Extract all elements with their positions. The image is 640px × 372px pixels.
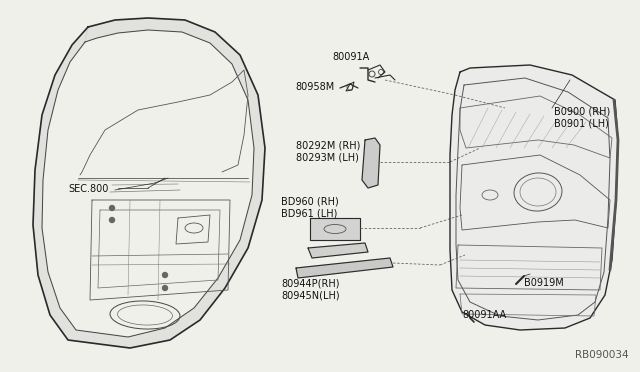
Text: 80091A: 80091A — [332, 52, 369, 62]
Circle shape — [163, 285, 168, 291]
Polygon shape — [308, 243, 368, 258]
Text: BD961 (LH): BD961 (LH) — [281, 208, 337, 218]
Polygon shape — [33, 18, 265, 348]
Text: B0919M: B0919M — [524, 278, 564, 288]
Polygon shape — [362, 138, 380, 188]
Circle shape — [109, 205, 115, 211]
Text: BD960 (RH): BD960 (RH) — [281, 196, 339, 206]
Polygon shape — [296, 258, 393, 278]
Polygon shape — [310, 218, 360, 240]
Text: 80944P(RH): 80944P(RH) — [281, 278, 339, 288]
Text: B0900 (RH): B0900 (RH) — [554, 106, 611, 116]
Text: 80958M: 80958M — [295, 82, 334, 92]
Text: RB090034: RB090034 — [575, 350, 628, 360]
Text: 80945N(LH): 80945N(LH) — [281, 290, 340, 300]
Polygon shape — [450, 65, 618, 330]
Text: B0901 (LH): B0901 (LH) — [554, 118, 609, 128]
Text: SEC.800: SEC.800 — [68, 184, 108, 194]
Text: 80292M (RH): 80292M (RH) — [296, 140, 360, 150]
Text: 80293M (LH): 80293M (LH) — [296, 152, 359, 162]
Circle shape — [163, 273, 168, 278]
Circle shape — [109, 218, 115, 222]
Text: 80091AA: 80091AA — [462, 310, 506, 320]
